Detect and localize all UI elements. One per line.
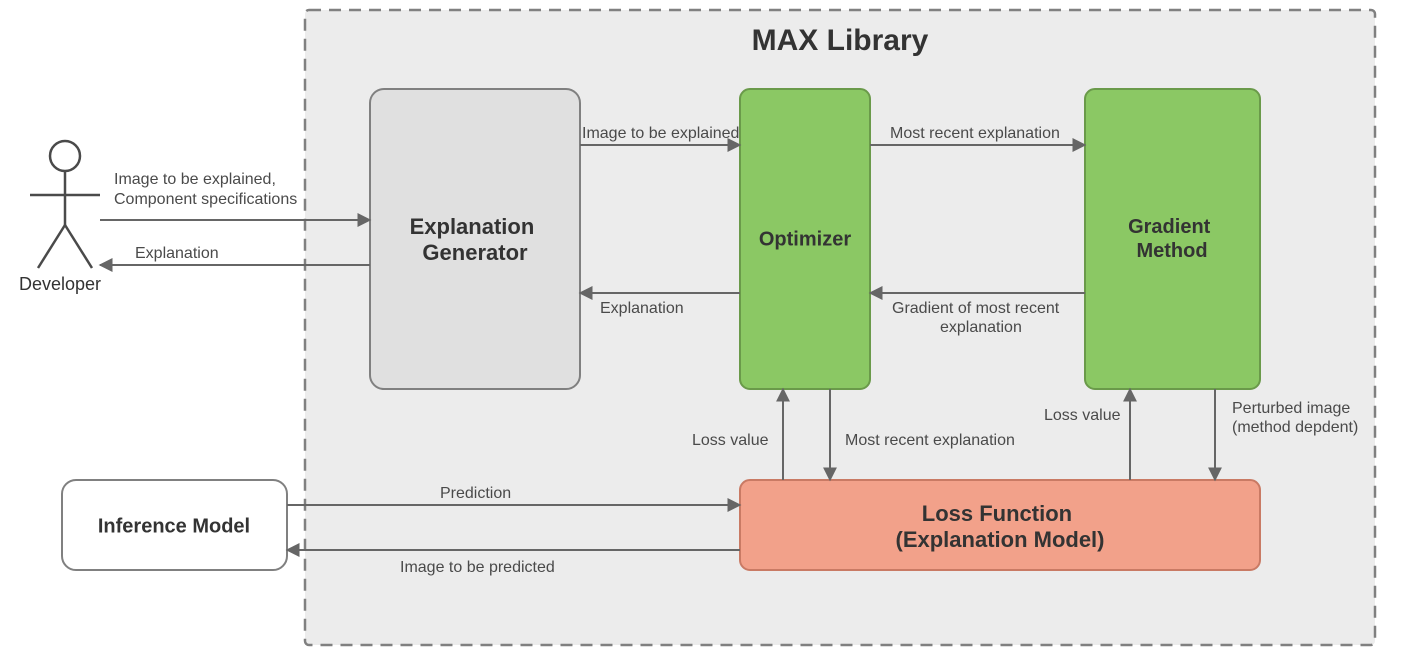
- edge-dev-to-expl-label-2: Component specifications: [114, 191, 297, 208]
- loss-function-label-2: (Explanation Model): [896, 527, 1105, 552]
- edge-opt-to-grad-label: Most recent explanation: [890, 125, 1060, 142]
- svg-text:Loss Function (Explanation: Loss Function (Explanation Model): [896, 501, 1105, 552]
- explanation-generator-label-2: Generator: [422, 240, 528, 265]
- edge-grad-to-loss-label-1: Perturbed image: [1232, 400, 1350, 417]
- edge-grad-to-opt-label-2: explanation: [940, 319, 1022, 336]
- inference-model-label: Inference Model: [98, 515, 250, 537]
- developer-label: Developer: [19, 274, 101, 294]
- architecture-diagram: MAX Library Developer Explanation Genera…: [0, 0, 1403, 666]
- developer-actor: [30, 141, 100, 268]
- loss-function-label-1: Loss Function: [922, 501, 1072, 526]
- edge-grad-to-opt-label-1: Gradient of most recent: [892, 300, 1060, 317]
- explanation-generator-label-1: Explanation: [410, 214, 535, 239]
- svg-text:Explanation Generator: Explanation Generator: [410, 214, 541, 265]
- edge-opt-to-loss-label: Most recent explanation: [845, 432, 1015, 449]
- library-title: MAX Library: [752, 24, 929, 57]
- svg-text:Image to be explained, Com: Image to be explained, Component specifi…: [114, 171, 297, 208]
- edge-expl-to-dev-label: Explanation: [135, 245, 219, 262]
- gradient-method-label-1: Gradient: [1128, 216, 1211, 238]
- edge-loss-to-opt-label: Loss value: [692, 432, 769, 449]
- edge-inf-to-loss-label: Prediction: [440, 485, 511, 502]
- edge-expl-to-opt-label: Image to be explained: [582, 125, 739, 142]
- edge-opt-to-expl-label: Explanation: [600, 300, 684, 317]
- edge-grad-to-loss-label-2: (method depdent): [1232, 419, 1358, 436]
- edge-dev-to-expl-label-1: Image to be explained,: [114, 171, 276, 188]
- optimizer-label: Optimizer: [759, 228, 851, 250]
- gradient-method-label-2: Method: [1136, 240, 1207, 262]
- edge-loss-to-inf-label: Image to be predicted: [400, 559, 555, 576]
- edge-loss-to-grad-label: Loss value: [1044, 407, 1121, 424]
- gradient-method-box: [1085, 89, 1260, 389]
